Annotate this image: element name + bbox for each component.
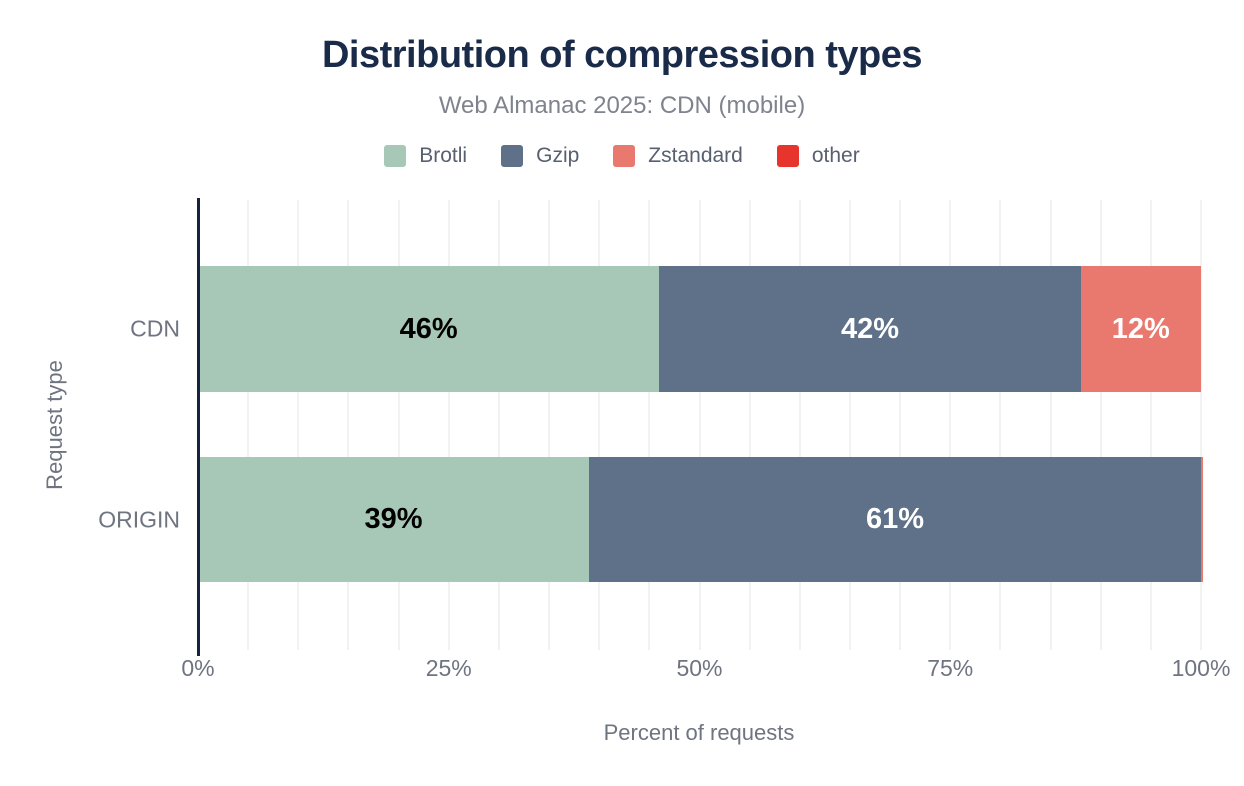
bar-segment-cdn-zstandard[interactable]: 12% <box>1080 266 1201 392</box>
bar-segment-origin-zstandard[interactable] <box>1200 457 1203 582</box>
bar-row-origin: 39% 61% <box>198 457 1203 582</box>
legend-item-brotli: Brotli <box>384 144 467 168</box>
gridline <box>899 200 902 650</box>
legend: Brotli Gzip Zstandard other <box>0 144 1244 168</box>
y-tick-label-origin: ORIGIN <box>98 506 180 532</box>
gridline <box>297 200 300 650</box>
bar-value-label: 46% <box>399 312 458 345</box>
bar-segment-origin-gzip[interactable]: 61% <box>589 457 1201 582</box>
gridline <box>648 200 651 650</box>
bar-value-label: 61% <box>866 503 925 535</box>
legend-label: Gzip <box>536 144 580 167</box>
bar-value-label: 39% <box>364 503 423 535</box>
gridline <box>247 200 250 650</box>
y-tick-label-cdn: CDN <box>130 315 180 342</box>
x-tick-label-100: 100% <box>1171 655 1231 681</box>
x-axis-title: Percent of requests <box>603 720 795 745</box>
gridline <box>1049 200 1052 650</box>
gridline <box>748 200 751 650</box>
gridline <box>698 200 701 650</box>
gridline <box>949 200 952 650</box>
gridline <box>848 200 851 650</box>
bar-row-cdn: 46% 42% 12% <box>198 266 1201 392</box>
x-tick-label-25: 25% <box>425 655 472 681</box>
plot-area: 46% 42% 12% 39% 61% <box>197 198 1203 656</box>
gridline <box>548 200 551 650</box>
legend-item-gzip: Gzip <box>501 144 579 168</box>
chart-title: Distribution of compression types <box>321 34 923 76</box>
bar-segment-cdn-brotli[interactable]: 46% <box>198 266 660 392</box>
legend-item-zstandard: Zstandard <box>613 144 743 168</box>
legend-swatch-zstandard <box>613 145 636 167</box>
gridline <box>798 200 801 650</box>
chart-subtitle: Web Almanac 2025: CDN (mobile) <box>438 92 806 119</box>
legend-swatch-gzip <box>501 145 524 167</box>
gridline <box>1200 200 1202 650</box>
bar-segment-cdn-gzip[interactable]: 42% <box>659 266 1081 392</box>
gridline <box>397 200 400 650</box>
y-axis-line <box>197 198 200 656</box>
legend-label: Brotli <box>419 144 468 167</box>
gridline <box>497 200 500 650</box>
gridline <box>1099 200 1102 650</box>
gridline <box>447 200 450 650</box>
bar-segment-origin-brotli[interactable]: 39% <box>198 457 590 582</box>
gridline <box>598 200 601 650</box>
y-axis-title: Request type <box>42 360 67 490</box>
bar-value-label: 42% <box>840 312 900 345</box>
gridline <box>347 200 350 650</box>
legend-label: Zstandard <box>648 144 743 167</box>
bar-value-label: 12% <box>1111 312 1170 345</box>
gridline <box>999 200 1002 650</box>
x-tick-label-50: 50% <box>676 655 723 681</box>
legend-item-other: other <box>776 144 860 168</box>
x-tick-label-75: 75% <box>927 655 974 681</box>
legend-label: other <box>811 144 860 167</box>
gridline <box>1149 200 1152 650</box>
legend-swatch-other <box>776 145 799 167</box>
x-tick-label-0: 0% <box>181 655 215 681</box>
legend-swatch-brotli <box>384 145 407 167</box>
